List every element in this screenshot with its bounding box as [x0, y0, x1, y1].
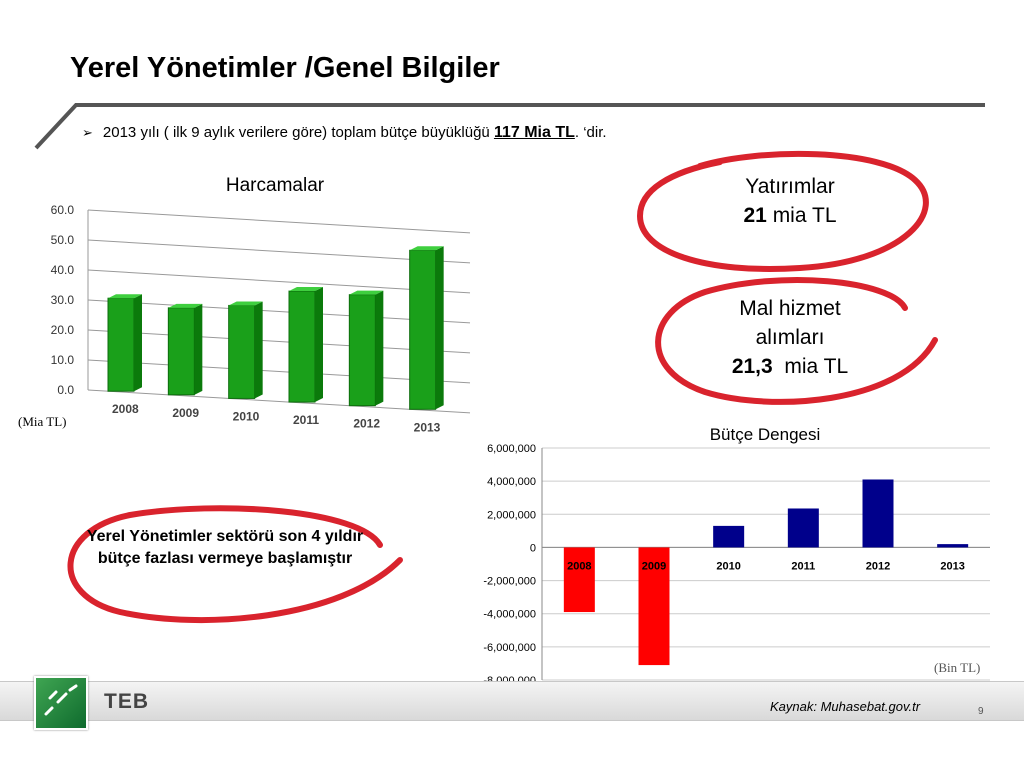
harcama-bar	[409, 249, 437, 410]
butce-xtick-label: 2009	[642, 560, 666, 572]
harcamalar-chart-title: Harcamalar	[225, 175, 325, 196]
oval-mal-hizmet	[655, 277, 938, 405]
mal-hizmet-value: 21,3	[731, 355, 773, 378]
harcama-ytick-label: 40.0	[51, 263, 75, 277]
harcama-xtick-label: 2009	[172, 406, 199, 420]
harcama-gridline	[87, 299, 471, 324]
butce-ytick-label: -4,000,000	[483, 609, 536, 621]
mal-hizmet-amount: 21,3 mia TL	[690, 352, 890, 381]
butce-xtick-label: 2008	[567, 560, 591, 572]
harcama-xtick-label: 2012	[353, 417, 380, 431]
butce-bar	[713, 525, 745, 548]
harcama-xtick-label: 2013	[414, 420, 441, 434]
bullet-suffix: . ‘dir.	[574, 124, 607, 141]
harcama-bar-top	[349, 290, 384, 295]
harcama-bar-top	[228, 301, 263, 306]
butce-ytick-label: 4,000,000	[487, 476, 536, 488]
mal-hizmet-label-1: Mal hizmet	[739, 297, 841, 320]
yatirimlar-label: Yatırımlar	[745, 175, 835, 198]
harcama-bar-side	[315, 287, 323, 403]
harcama-bar-top	[108, 294, 142, 299]
butce-bar	[862, 479, 894, 548]
harcamalar-chart: 0.0 10.0 20.0 30.0 40.0 50.0 60.0 2008 2009 2010 2…	[51, 203, 471, 434]
harcama-ytick-label: 30.0	[51, 293, 75, 307]
harcama-bar-side	[375, 290, 384, 406]
harcama-bar	[228, 304, 256, 399]
harcama-ytick-label: 0.0	[57, 383, 74, 397]
arrow-bullet-icon: ➢	[82, 125, 93, 140]
butce-xtick-label: 2012	[866, 560, 890, 572]
butce-ytick-label: 0	[530, 542, 536, 554]
butce-xtick-label: 2011	[791, 560, 815, 572]
harcama-gridline	[87, 359, 471, 384]
title-rule	[34, 103, 985, 150]
butce-xtick-label: 2010	[716, 560, 740, 572]
harcama-bar-top	[168, 303, 203, 308]
page-number: 9	[978, 706, 984, 717]
oval-yatirimlar	[636, 150, 929, 272]
harcama-bar	[107, 297, 135, 392]
harcama-bar	[288, 290, 316, 403]
harcama-bar-side	[435, 246, 444, 410]
butce-bar	[638, 547, 670, 666]
page-title: Yerel Yönetimler /Genel Bilgiler	[70, 52, 500, 84]
harcama-xtick-label: 2011	[293, 413, 319, 427]
yatirimlar-callout: Yatırımlar 21 mia TL	[690, 172, 890, 230]
butce-ytick-label: 6,000,000	[487, 443, 536, 455]
harcama-bar-side	[134, 294, 142, 392]
butce-bar	[937, 544, 969, 548]
butce-ytick-label: -2,000,000	[483, 576, 536, 588]
mal-hizmet-callout: Mal hizmet alımları 21,3 mia TL	[690, 294, 890, 381]
butce-chart-title: Bütçe Dengesi	[709, 425, 821, 444]
harcamalar-unit-label: (Mia TL)	[18, 414, 67, 429]
harcama-bar-top	[289, 287, 323, 292]
harcama-xtick-label: 2010	[233, 409, 260, 423]
yatirimlar-unit: mia TL	[766, 204, 837, 227]
butce-ytick-label: 2,000,000	[487, 509, 536, 521]
harcama-ytick-label: 60.0	[51, 203, 75, 217]
harcama-gridline	[87, 329, 471, 354]
teb-logo-text: TEB	[104, 690, 149, 713]
harcama-xtick-label: 2008	[112, 402, 139, 416]
harcama-bar	[167, 307, 195, 396]
harcama-bar-side	[254, 301, 263, 399]
yerel-callout-text: Yerel Yönetimler sektörü son 4 yıldır bü…	[86, 528, 364, 567]
mal-hizmet-label-2: alımları	[755, 326, 825, 349]
yatirimlar-amount: 21 mia TL	[690, 201, 890, 230]
mal-hizmet-unit: mia TL	[772, 355, 849, 378]
teb-logo-stars-icon	[44, 684, 78, 716]
harcama-ytick-label: 10.0	[51, 353, 75, 367]
source-note: Kaynak: Muhasebat.gov.tr	[770, 699, 921, 714]
harcama-bar-top	[409, 246, 444, 251]
harcama-bar	[348, 294, 376, 407]
harcama-gridline	[87, 239, 471, 264]
harcama-bar-side	[194, 303, 203, 395]
oval-yerel	[67, 505, 403, 624]
yatirimlar-value: 21	[743, 204, 767, 227]
bullet-value: 117 Mia TL	[493, 124, 575, 141]
butce-bar	[787, 508, 819, 548]
harcama-gridline	[87, 209, 471, 234]
bullet-text: 2013 yılı ( ilk 9 aylık verilere göre) t…	[103, 124, 607, 142]
harcama-ytick-label: 50.0	[51, 233, 75, 247]
footer-bar	[0, 681, 1024, 721]
butce-bar	[563, 547, 595, 613]
harcama-gridline	[87, 389, 471, 414]
butce-dengesi-chart: 6,000,000 4,000,000 2,000,000 0 -2,000,000 -4…	[483, 443, 990, 687]
bullet-prefix: 2013 yılı ( ilk 9 aylık verilere göre) t…	[102, 124, 490, 141]
harcama-ytick-label: 20.0	[51, 323, 75, 337]
butce-xtick-label: 2013	[940, 560, 964, 572]
butce-ytick-label: -6,000,000	[483, 642, 536, 654]
summary-bullet: ➢ 2013 yılı ( ilk 9 aylık verilere göre)…	[82, 124, 607, 142]
teb-logo-icon	[34, 676, 88, 730]
butce-unit-label: (Bin TL)	[934, 660, 981, 675]
harcama-gridline	[87, 269, 471, 294]
